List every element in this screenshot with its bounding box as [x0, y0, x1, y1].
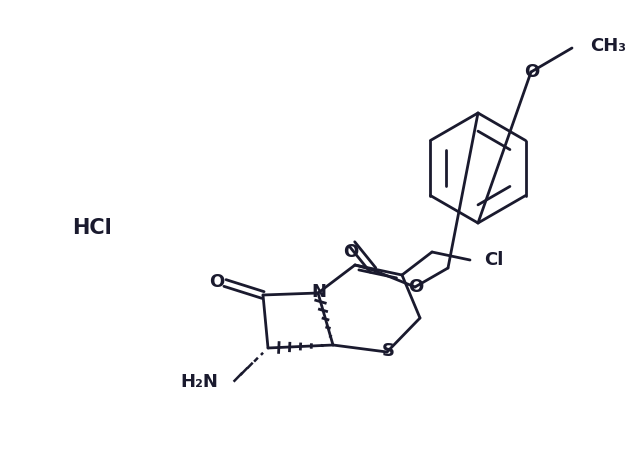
- Text: N: N: [312, 283, 326, 301]
- Text: O: O: [209, 273, 225, 291]
- Text: Cl: Cl: [484, 251, 504, 269]
- Text: O: O: [408, 278, 424, 296]
- Text: O: O: [524, 63, 540, 81]
- Text: HCl: HCl: [72, 218, 112, 238]
- Text: O: O: [344, 243, 358, 261]
- Text: H₂N: H₂N: [180, 373, 218, 391]
- Text: S: S: [381, 342, 394, 360]
- Text: CH₃: CH₃: [590, 37, 626, 55]
